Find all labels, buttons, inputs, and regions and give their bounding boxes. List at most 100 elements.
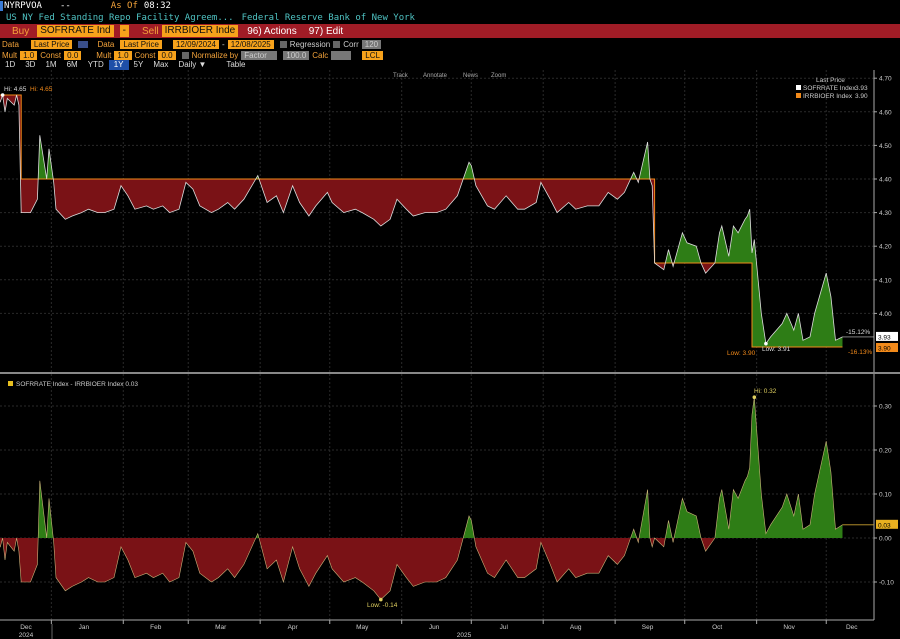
normalize-checkbox[interactable] — [181, 52, 189, 59]
tool-annotate: Annotate — [423, 73, 448, 79]
ticker-dash: -- — [59, 1, 71, 11]
currency-select[interactable]: LCL — [362, 51, 383, 60]
low-irr-label: Low: 3.90 — [727, 350, 756, 357]
data1-select[interactable]: Last Price — [30, 40, 73, 49]
legend-sofr-value: 3.93 — [855, 85, 868, 92]
spread-positive-area — [0, 397, 843, 538]
regression-checkbox[interactable] — [279, 41, 287, 48]
pct-irr-label: -16.13% — [848, 349, 872, 356]
settings-row-2: Mult 1.0 Const 0.0 Mult 1.0 Const 0.0 No… — [0, 50, 900, 61]
period-tab-daily[interactable]: Daily ▼ — [178, 60, 207, 69]
x-tick-label: Oct — [712, 624, 722, 631]
last-irr-value: 3.90 — [878, 346, 891, 353]
buy-label: Buy — [12, 25, 30, 37]
legend-title: Last Price — [816, 77, 845, 84]
period-tab-ytd[interactable]: YTD — [87, 60, 104, 69]
edit-menu[interactable]: 97) Edit — [308, 25, 344, 37]
description-row: US NY Fed Standing Repo Facility Agreem.… — [0, 12, 900, 24]
last-sofr-value: 3.93 — [878, 334, 891, 341]
period-tab-table[interactable]: Table — [226, 60, 246, 69]
sofrrate-line — [0, 94, 843, 345]
start-date-field[interactable]: 12/09/2024 — [172, 40, 220, 49]
period-tab-1d[interactable]: 1D — [5, 60, 16, 69]
x-tick-label: May — [356, 624, 369, 631]
x-tick-label: Mar — [215, 624, 227, 631]
last-spread-box — [876, 519, 898, 529]
data2-select[interactable]: Last Price — [120, 40, 162, 49]
mult1-label: Mult — [2, 51, 18, 60]
legend-swatch-sofr — [796, 85, 801, 90]
y-tick-label: -0.10 — [879, 580, 894, 587]
calc-field[interactable] — [331, 51, 352, 60]
normalize-label: Normalize by — [191, 51, 239, 60]
mult2-field[interactable]: 1.0 — [114, 51, 132, 60]
x-tick-label: Jun — [429, 624, 440, 631]
spread-hi-marker — [752, 395, 757, 400]
spread-low-marker — [379, 597, 383, 602]
y-tick-label: 4.60 — [879, 109, 892, 116]
x-tick-label: Apr — [288, 624, 299, 631]
y-tick-label: 4.00 — [879, 311, 892, 318]
mult1-field[interactable]: 1.0 — [20, 51, 38, 60]
actions-menu[interactable]: 96) Actions — [247, 25, 297, 37]
y-tick-label: 4.40 — [879, 177, 892, 184]
x-tick-label: Dec — [846, 624, 858, 631]
x-year-label: 2024 — [19, 632, 34, 639]
sofr-above-irr-area — [0, 95, 843, 347]
last-spread-value: 0.03 — [878, 522, 891, 529]
calc-label: Calc — [312, 51, 329, 60]
x-year-label: 2025 — [457, 632, 472, 639]
factor-field[interactable]: 100.0 — [283, 51, 310, 60]
description: US NY Fed Standing Repo Facility Agreem.… — [6, 13, 234, 23]
spread-bar: Buy SOFRRATE Ind - Sell IRRBIOER Inde 96… — [0, 24, 900, 38]
normalize-select[interactable]: Factor — [241, 51, 278, 60]
period-tab-1y[interactable]: 1Y — [108, 60, 129, 70]
low-marker — [764, 341, 768, 346]
period-tab-5y[interactable]: 5Y — [133, 60, 144, 69]
legend-irr-value: 3.90 — [855, 93, 868, 100]
spread-low-label: Low: -0.14 — [367, 602, 398, 609]
operator-field[interactable]: - — [119, 25, 129, 37]
legend-swatch-spread — [8, 381, 13, 386]
hi-irr-label: Hi: 4.65 — [30, 86, 53, 93]
const1-field[interactable]: 0.0 — [64, 51, 82, 60]
chart-area[interactable]: Track Annotate News Zoom 4.70 4.60 4.50 4.40 4.3… — [0, 70, 900, 639]
y-tick-label: 4.70 — [879, 76, 892, 83]
end-date-field[interactable]: 12/08/2025 — [227, 40, 274, 49]
period-tab-1m[interactable]: 1M — [45, 60, 57, 69]
x-tick-label: Nov — [783, 624, 795, 631]
const2-label: Const — [134, 51, 156, 60]
x-tick-label: Feb — [150, 624, 162, 631]
hi-sofr-label: Hi: 4.65 — [4, 86, 27, 93]
buy-security-field[interactable]: SOFRRATE Ind — [37, 25, 114, 37]
period-tab-max[interactable]: Max — [153, 60, 169, 69]
irrbioer-line — [0, 94, 843, 348]
period-tab-3d[interactable]: 3D — [25, 60, 36, 69]
sell-security-field[interactable]: IRRBIOER Inde — [161, 25, 239, 37]
data2-label: Data — [97, 40, 115, 49]
swap-icon[interactable] — [78, 41, 89, 48]
asof-time: 08:32 — [143, 1, 171, 11]
hi-marker — [0, 93, 5, 97]
title-row: NYRPVOA -- As Of 08:32 — [0, 0, 900, 12]
source: Federal Reserve Bank of New York — [241, 13, 415, 23]
corr-checkbox[interactable] — [333, 41, 341, 48]
const2-field[interactable]: 0.0 — [158, 51, 176, 60]
legend-sofr-name: SOFRRATE Index — [803, 85, 856, 92]
const1-label: Const — [40, 51, 62, 60]
y-tick-label: 0.30 — [879, 404, 892, 411]
x-tick-label: Jan — [79, 624, 90, 631]
spread-line — [0, 397, 843, 601]
date-separator: - — [222, 40, 225, 49]
last-sofr-box — [876, 331, 898, 341]
period-tab-6m[interactable]: 6M — [66, 60, 78, 69]
spread-hi-label: Hi: 0.32 — [754, 388, 777, 395]
last-irr-box — [876, 343, 898, 352]
cursor — [0, 1, 3, 11]
y-tick-label: 4.10 — [879, 277, 892, 284]
tool-track: Track — [393, 73, 409, 79]
corr-field[interactable]: 120 — [361, 40, 382, 49]
asof-label: As Of — [110, 1, 138, 11]
tool-news: News — [463, 73, 478, 79]
y-tick-label: 4.20 — [879, 244, 892, 251]
